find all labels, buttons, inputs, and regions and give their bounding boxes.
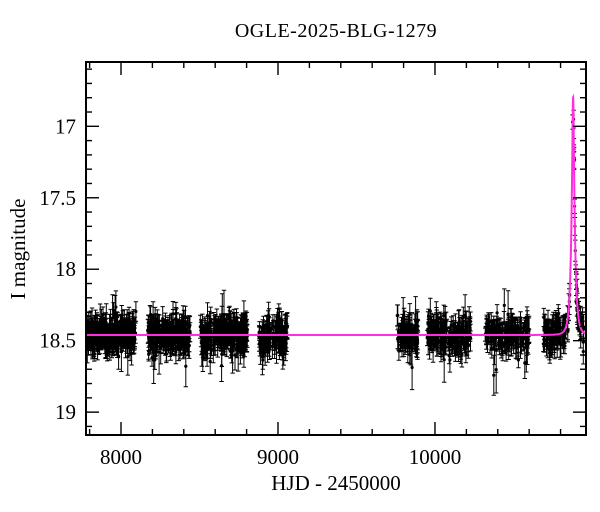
svg-text:19: 19	[55, 400, 76, 424]
x-axis-label: HJD - 2450000	[271, 471, 401, 495]
chart-title: OGLE-2025-BLG-1279	[234, 20, 438, 42]
svg-text:17: 17	[55, 114, 76, 138]
svg-text:10000: 10000	[409, 445, 462, 469]
svg-text:8000: 8000	[100, 445, 142, 469]
svg-text:17.5: 17.5	[39, 186, 76, 210]
svg-text:18: 18	[55, 257, 76, 281]
svg-text:18.5: 18.5	[39, 329, 76, 353]
svg-text:9000: 9000	[257, 445, 299, 469]
